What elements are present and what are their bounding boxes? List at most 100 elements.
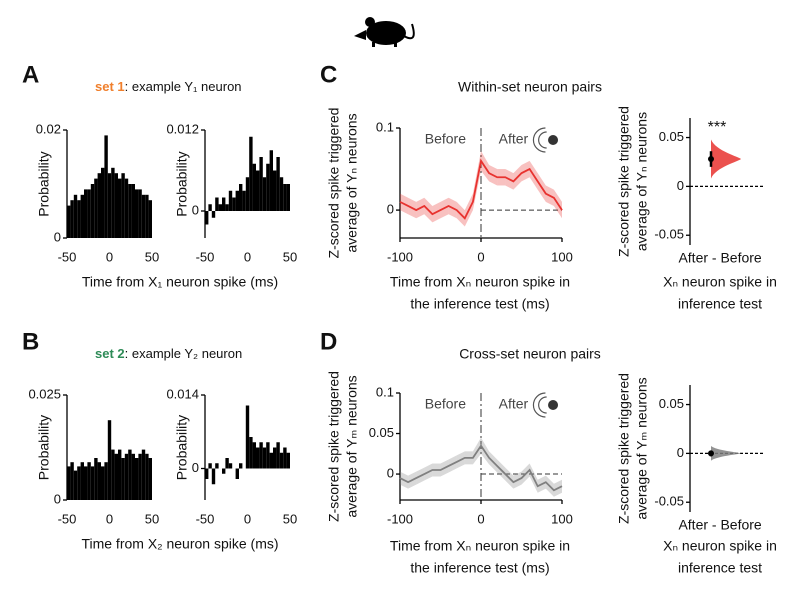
histogram-bar — [215, 197, 219, 211]
speaker-icon — [548, 400, 559, 410]
y-axis-label: average of Yₘ neurons — [344, 375, 360, 517]
panel-title: Within-set neuron pairs — [458, 79, 602, 95]
histogram-bar — [80, 462, 84, 500]
y-tick-label: 0 — [54, 229, 61, 244]
histogram-bar — [273, 170, 277, 211]
y-axis-label: average of Yₘ neurons — [634, 377, 650, 519]
histogram-bar — [114, 453, 118, 500]
histogram-bar — [145, 194, 149, 238]
histogram-bar — [228, 463, 233, 469]
histogram-bar — [107, 420, 112, 500]
y-axis-label: Z-scored spike triggered — [616, 106, 632, 257]
x-tick-label: 50 — [145, 511, 159, 526]
histogram-bar — [256, 447, 260, 469]
histogram-bar — [128, 184, 132, 238]
histogram-bar — [121, 173, 125, 238]
histogram-bar — [266, 442, 270, 469]
histogram-bar — [97, 462, 101, 500]
speaker-icon — [532, 392, 546, 418]
y-axis-label: average of Yₙ neurons — [344, 113, 360, 252]
y-tick-label: 0.1 — [376, 384, 394, 399]
histogram-bar — [286, 452, 290, 469]
category-label: After - Before — [678, 250, 761, 266]
histogram-bar — [131, 184, 135, 238]
histogram-bar — [262, 447, 267, 469]
x-axis-label: the inference test (ms) — [410, 560, 549, 576]
y-tick-label: 0.1 — [376, 119, 394, 134]
x-tick-label: 50 — [145, 249, 159, 264]
panel-letter: A — [22, 61, 39, 88]
speaker-icon — [532, 127, 546, 153]
histogram-bar — [145, 453, 149, 500]
title-part: set 1 — [95, 79, 125, 94]
x-axis-label: Time from Xₙ neuron spike in — [390, 274, 570, 290]
y-tick-label: 0 — [54, 491, 61, 506]
histogram-bar — [242, 190, 246, 211]
histogram-bar — [80, 194, 84, 238]
x-axis-label: Xₙ neuron spike in — [663, 274, 777, 290]
distribution — [711, 139, 741, 179]
annotation: After — [499, 131, 529, 147]
histogram-bar — [245, 177, 250, 211]
histogram-bar — [276, 157, 280, 211]
histogram-bar — [249, 136, 253, 211]
histogram-bar — [276, 442, 280, 469]
histogram-bar — [107, 173, 112, 238]
histogram-bar — [87, 189, 91, 238]
y-tick-label: 0.025 — [28, 386, 61, 401]
histogram-bar — [87, 462, 91, 500]
x-axis-label: Xₙ neuron spike in — [663, 538, 777, 554]
histogram-bar — [70, 462, 74, 500]
histogram-bar — [249, 437, 253, 469]
histogram-bar — [211, 211, 216, 218]
histogram-bar — [148, 458, 152, 500]
histogram-bar — [131, 453, 135, 500]
histogram-bar — [225, 204, 229, 211]
x-axis-label: inference test — [678, 296, 762, 312]
x-tick-label: 0 — [477, 511, 484, 526]
y-tick-label: 0.012 — [166, 121, 199, 136]
histogram-bar — [77, 466, 81, 500]
histogram-bar — [259, 442, 263, 469]
histogram-bar — [97, 173, 101, 238]
histogram-bar — [252, 442, 256, 469]
y-tick-label: 0 — [192, 202, 199, 217]
speaker-icon — [538, 396, 547, 414]
histogram-bar — [286, 184, 290, 211]
histogram-bar — [245, 405, 250, 469]
y-axis-label: Probability — [36, 415, 52, 480]
histogram-bar — [279, 177, 284, 211]
histogram-bar — [205, 211, 209, 225]
histogram-bar — [111, 449, 115, 500]
histogram-bar — [211, 468, 216, 485]
mouse-icon — [354, 17, 415, 47]
mean-dot — [708, 156, 714, 163]
y-axis-label: Z-scored spike triggered — [326, 108, 342, 259]
y-tick-label: -0.05 — [654, 494, 684, 509]
y-axis-label: Probability — [174, 151, 190, 216]
histogram-bar — [228, 190, 233, 211]
x-tick-label: 50 — [283, 511, 297, 526]
histogram-bar — [262, 177, 267, 211]
x-tick-label: 0 — [106, 511, 113, 526]
histogram-bar — [84, 466, 88, 500]
histogram-bar — [84, 189, 88, 238]
title-part: : example Y₁ neuron — [125, 79, 242, 94]
histogram-bar — [135, 458, 139, 500]
x-axis-label: Time from X₂ neuron spike (ms) — [81, 536, 278, 552]
x-tick-label: -50 — [196, 249, 215, 264]
histogram-bar — [222, 197, 226, 211]
y-tick-label: 0 — [192, 460, 199, 475]
histogram-bar — [90, 466, 95, 500]
category-label: After - Before — [678, 517, 761, 533]
y-tick-label: 0.05 — [659, 396, 684, 411]
annotation: Before — [425, 131, 466, 147]
x-tick-label: -50 — [196, 511, 215, 526]
x-tick-label: 0 — [477, 249, 484, 264]
histogram-bar — [208, 204, 212, 211]
histogram-bar — [77, 200, 81, 238]
y-tick-label: 0.05 — [369, 425, 394, 440]
panel-title: Cross-set neuron pairs — [459, 346, 601, 362]
y-tick-label: 0 — [677, 178, 684, 193]
